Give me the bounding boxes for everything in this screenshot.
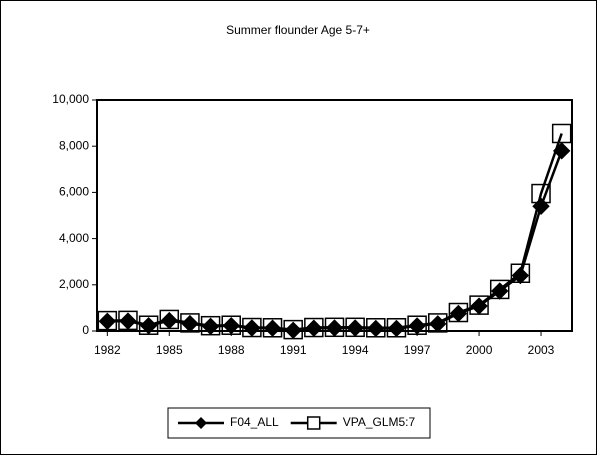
x-tick-label: 2000 [466,343,493,357]
x-tick-label: 1991 [280,343,307,357]
point-marker [138,315,159,335]
legend-marker [195,417,207,429]
point-marker [428,313,448,333]
point-marker [531,183,551,204]
point-marker [552,142,571,160]
point-marker [489,279,510,300]
point-marker [159,309,180,330]
point-marker [386,318,407,338]
point-marker [345,317,365,338]
point-marker [242,317,262,338]
point-marker [324,317,345,338]
x-tick-label: 1994 [342,343,369,357]
legend-label: F04_ALL [230,415,279,429]
point-marker [97,310,118,331]
point-marker [366,318,386,338]
point-marker [180,313,200,333]
legend-label: VPA_GLM5:7 [343,415,416,429]
point-marker [118,310,138,331]
point-marker [448,302,469,323]
x-tick-label: 1988 [218,343,245,357]
y-tick-label: 4,000 [59,231,89,245]
point-marker [221,315,241,335]
point-marker [407,315,427,335]
point-marker [283,319,303,340]
x-tick-label: 1982 [94,343,121,357]
y-tick-label: 6,000 [59,185,89,199]
point-marker [510,263,531,283]
y-tick-label: 10,000 [52,92,89,106]
x-tick-label: 1985 [156,343,183,357]
y-tick-label: 2,000 [59,277,89,291]
chart-title: Summer flounder Age 5-7+ [226,23,370,37]
point-marker [511,266,530,285]
point-marker [469,295,489,315]
point-marker [200,315,221,336]
y-tick-label: 0 [82,323,89,337]
legend-marker [306,416,321,430]
point-marker [262,318,283,338]
x-tick-label: 2003 [528,343,555,357]
y-tick-label: 8,000 [59,138,89,152]
point-marker [304,317,324,338]
x-tick-label: 1997 [404,343,431,357]
point-marker [551,123,572,144]
